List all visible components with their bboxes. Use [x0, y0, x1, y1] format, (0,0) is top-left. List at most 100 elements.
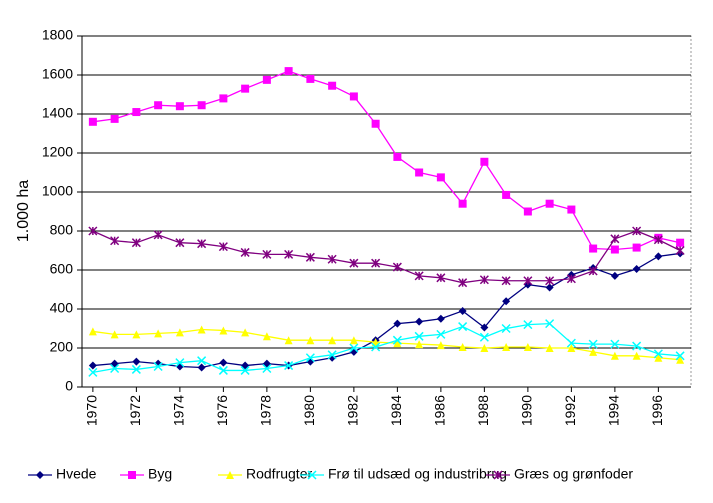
point: [610, 339, 620, 349]
x-tick-label: 1980: [301, 395, 317, 426]
point: [306, 336, 315, 345]
x-tick-label: 1976: [214, 395, 230, 426]
point: [588, 339, 598, 349]
point: [458, 343, 467, 352]
point: [632, 226, 642, 236]
point: [545, 199, 554, 208]
point: [392, 335, 402, 345]
point: [241, 328, 250, 337]
point: [306, 74, 315, 83]
point: [523, 320, 533, 330]
point: [392, 262, 402, 272]
point: [502, 190, 511, 199]
point: [349, 258, 359, 268]
point: [480, 323, 489, 332]
series-line: [92, 322, 681, 374]
point: [676, 355, 685, 364]
point: [197, 101, 206, 110]
legend-marker: [226, 471, 234, 479]
point: [284, 67, 293, 76]
point: [175, 238, 185, 248]
x-tick-label: 1990: [519, 395, 535, 426]
y-tick-label: 1000: [42, 183, 73, 199]
y-tick-label: 600: [50, 261, 74, 277]
point: [88, 327, 97, 336]
point: [415, 317, 424, 326]
point: [675, 245, 685, 256]
point: [88, 367, 98, 377]
x-tick-label: 1970: [84, 395, 100, 426]
point: [371, 119, 380, 128]
point: [349, 336, 358, 345]
point: [436, 173, 445, 182]
y-tick-label: 1400: [42, 105, 73, 121]
legend-label: Rodfrugter: [246, 466, 312, 482]
x-tick-label: 1984: [388, 395, 404, 426]
point: [284, 361, 294, 371]
point: [328, 81, 337, 90]
point: [219, 326, 228, 335]
point: [349, 92, 358, 101]
x-tick-label: 1996: [649, 395, 665, 426]
point: [393, 339, 402, 348]
legend-marker: [307, 470, 317, 480]
point: [415, 168, 424, 177]
point: [132, 357, 141, 366]
point: [436, 341, 445, 350]
legend-marker: [36, 471, 44, 479]
point: [88, 361, 97, 370]
point: [371, 342, 381, 352]
point: [131, 364, 141, 374]
y-tick-label: 1800: [42, 27, 73, 43]
point: [327, 350, 337, 360]
point: [501, 276, 511, 286]
point: [480, 157, 489, 166]
point: [632, 243, 641, 252]
point: [284, 336, 293, 345]
point: [197, 239, 207, 249]
point: [436, 314, 445, 323]
point: [197, 356, 207, 366]
point: [219, 94, 228, 103]
point: [305, 353, 315, 363]
legend-label: Hvede: [56, 466, 97, 482]
point: [588, 266, 598, 276]
point: [653, 349, 663, 359]
point: [327, 254, 337, 264]
point: [262, 363, 272, 374]
point: [153, 230, 163, 240]
point: [436, 329, 446, 339]
point: [132, 108, 141, 117]
point: [415, 340, 424, 349]
point: [131, 238, 141, 248]
point: [654, 252, 663, 261]
point: [175, 102, 184, 111]
legend-marker: [128, 471, 136, 479]
x-tick-label: 1982: [345, 395, 361, 426]
point: [241, 84, 250, 93]
point: [175, 358, 185, 368]
y-axis-label: 1.000 ha: [15, 180, 32, 242]
point: [610, 271, 619, 280]
point: [219, 358, 228, 367]
point: [610, 351, 619, 360]
point: [393, 152, 402, 161]
point: [589, 347, 598, 356]
x-tick-label: 1978: [258, 395, 274, 426]
point: [566, 274, 576, 284]
point: [197, 325, 206, 334]
point: [218, 365, 228, 375]
point: [610, 245, 619, 254]
point: [502, 343, 511, 352]
point: [479, 275, 489, 285]
point: [632, 341, 642, 351]
point: [632, 265, 641, 274]
point: [154, 329, 163, 338]
point: [566, 338, 576, 348]
point: [284, 249, 294, 259]
y-tick-label: 800: [50, 222, 74, 238]
point: [240, 247, 250, 257]
x-tick-label: 1974: [171, 395, 187, 426]
point: [458, 322, 468, 332]
